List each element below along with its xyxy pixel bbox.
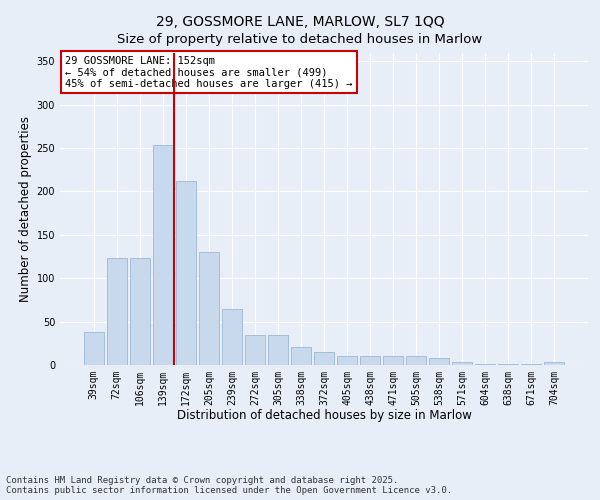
Y-axis label: Number of detached properties: Number of detached properties — [19, 116, 32, 302]
Bar — [452, 362, 472, 365]
Bar — [245, 334, 265, 365]
Text: 29, GOSSMORE LANE, MARLOW, SL7 1QQ: 29, GOSSMORE LANE, MARLOW, SL7 1QQ — [155, 15, 445, 29]
Bar — [199, 252, 218, 365]
Bar — [84, 332, 104, 365]
Bar — [130, 258, 149, 365]
Bar — [499, 364, 518, 365]
Bar — [107, 258, 127, 365]
Bar — [544, 362, 564, 365]
Bar — [337, 356, 357, 365]
Bar — [475, 364, 495, 365]
Bar — [521, 364, 541, 365]
Bar — [153, 146, 173, 365]
X-axis label: Distribution of detached houses by size in Marlow: Distribution of detached houses by size … — [176, 410, 472, 422]
Text: 29 GOSSMORE LANE: 152sqm
← 54% of detached houses are smaller (499)
45% of semi-: 29 GOSSMORE LANE: 152sqm ← 54% of detach… — [65, 56, 353, 89]
Bar — [406, 356, 426, 365]
Bar — [383, 356, 403, 365]
Bar — [291, 347, 311, 365]
Bar — [222, 308, 242, 365]
Bar — [430, 358, 449, 365]
Bar — [360, 356, 380, 365]
Bar — [268, 334, 288, 365]
Bar — [176, 181, 196, 365]
Text: Size of property relative to detached houses in Marlow: Size of property relative to detached ho… — [118, 32, 482, 46]
Bar — [314, 352, 334, 365]
Text: Contains HM Land Registry data © Crown copyright and database right 2025.
Contai: Contains HM Land Registry data © Crown c… — [6, 476, 452, 495]
